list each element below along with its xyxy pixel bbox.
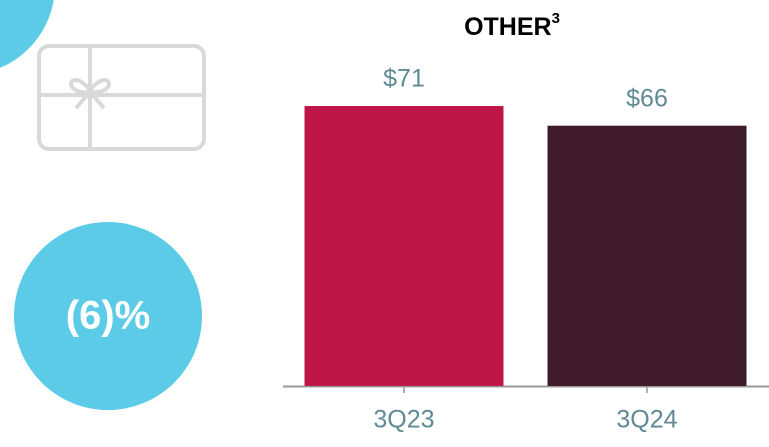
chart-title: OTHER3	[464, 10, 560, 41]
decor-circle	[0, 0, 54, 68]
gift-card-icon	[37, 44, 206, 151]
bar	[547, 125, 747, 387]
title-text: OTHER	[464, 13, 552, 41]
badge-text: (6)%	[66, 294, 150, 338]
bar	[304, 105, 504, 387]
change-badge	[14, 222, 202, 410]
value-label: $66	[626, 84, 668, 112]
x-tick-label: 3Q24	[616, 406, 677, 434]
value-label: $71	[383, 65, 425, 93]
x-tick-label: 3Q23	[373, 406, 434, 434]
title-superscript: 3	[552, 10, 560, 27]
